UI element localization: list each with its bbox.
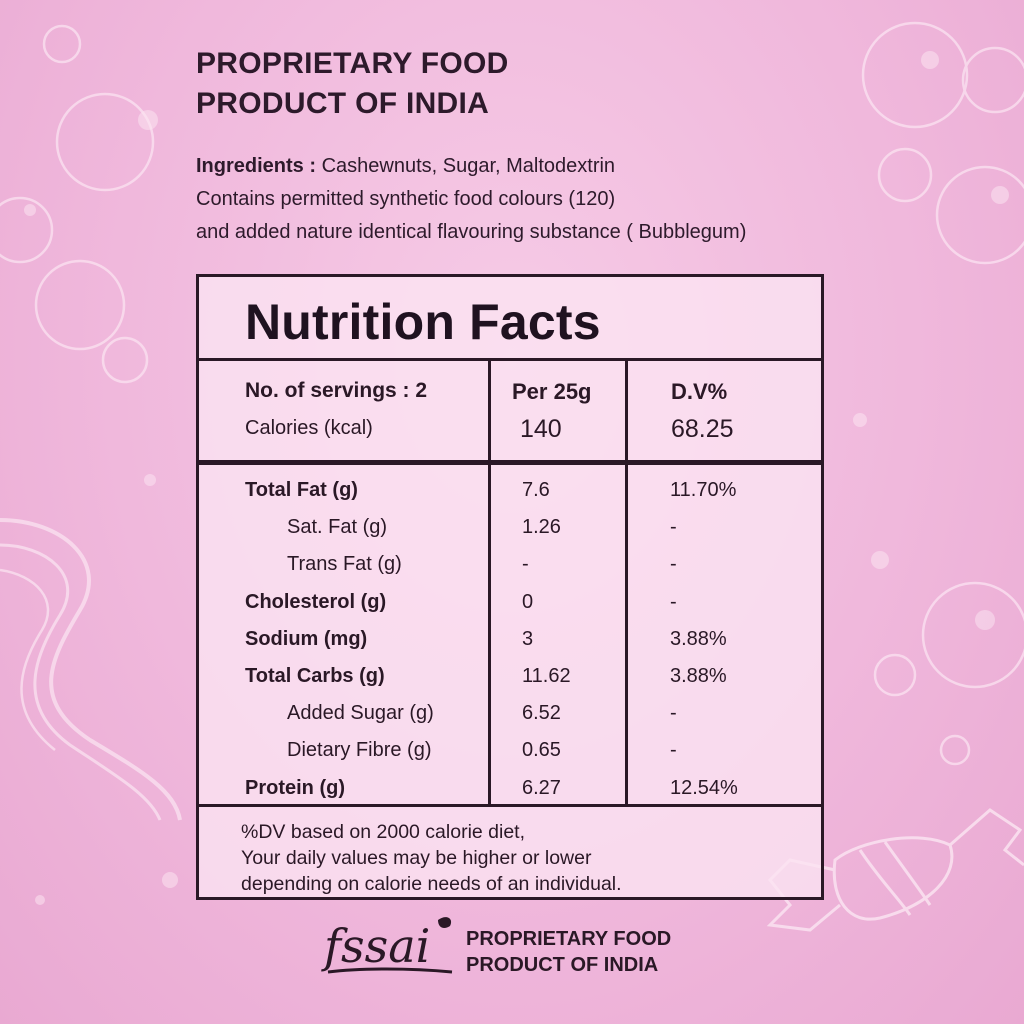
nutrient-label: Cholesterol (g): [245, 590, 387, 613]
header-line-1: PROPRIETARY FOOD: [196, 47, 509, 80]
calories-value: 140: [520, 415, 562, 443]
nutrient-dv: -: [670, 702, 677, 725]
dv-footnote: %DV based on 2000 calorie diet, Your dai…: [241, 819, 622, 897]
ingredients-block: Ingredients : Cashewnuts, Sugar, Maltode…: [196, 150, 836, 249]
nutrient-value: -: [522, 553, 529, 576]
header-line-2: PRODUCT OF INDIA: [196, 87, 490, 120]
column-divider-1: [488, 361, 491, 804]
dv-header: D.V%: [671, 379, 728, 404]
nutrient-dv: 12.54%: [670, 776, 738, 799]
nutrient-label: Trans Fat (g): [287, 553, 402, 576]
nutrient-dv: -: [670, 739, 677, 762]
nutrient-value: 0: [522, 590, 534, 613]
ingredients-line-3: and added nature identical flavouring su…: [196, 221, 747, 243]
ingredients-list: Cashewnuts, Sugar, Maltodextrin: [316, 155, 616, 177]
footnote-line-2: Your daily values may be higher or lower: [241, 847, 592, 869]
nutrient-dv: -: [670, 553, 677, 576]
nutrient-value: 11.62: [522, 665, 571, 687]
nutrient-dv: -: [670, 516, 677, 539]
nutrient-value: 6.27: [522, 776, 561, 799]
calories-dv: 68.25: [671, 415, 734, 443]
fssai-caption: PROPRIETARY FOOD PRODUCT OF INDIA: [466, 926, 671, 978]
ingredients-line-2: Contains permitted synthetic food colour…: [196, 188, 616, 210]
nutrient-label: Total Fat (g): [245, 479, 358, 501]
nutrient-value: 7.6: [522, 479, 550, 501]
fssai-logo: fssai: [321, 917, 453, 974]
footnote-line-1: %DV based on 2000 calorie diet,: [241, 821, 526, 843]
body-divider: [199, 804, 821, 807]
nutrient-label: Sat. Fat (g): [287, 516, 388, 539]
header-divider: [199, 460, 821, 465]
nutrient-dv: 3.88%: [670, 627, 727, 650]
nutrient-label: Sodium (mg): [245, 627, 368, 650]
nutrient-label: Dietary Fibre (g): [287, 739, 432, 762]
nutrient-dv: 11.70%: [670, 479, 737, 501]
per-serving-header: Per 25g: [512, 379, 592, 404]
nutrient-value: 1.26: [522, 516, 561, 539]
ingredients-line-1: Ingredients : Cashewnuts, Sugar, Maltode…: [196, 150, 836, 183]
nutrient-dv: -: [670, 590, 677, 613]
candy-decoration: [766, 808, 1024, 932]
nutrition-facts-title: Nutrition Facts: [245, 294, 601, 350]
nutrient-value: 0.65: [522, 739, 561, 762]
servings-label: No. of servings : 2: [245, 379, 428, 402]
fssai-caption-line-1: PROPRIETARY FOOD: [466, 928, 672, 950]
nutrition-facts-panel: Nutrition Facts No. of servings : 2 Per …: [196, 274, 824, 900]
nutrient-value: 3: [522, 627, 534, 650]
nutrient-label: Protein (g): [245, 776, 345, 799]
ingredients-label: Ingredients :: [196, 155, 317, 177]
fssai-caption-line-2: PRODUCT OF INDIA: [466, 954, 659, 976]
nutrient-label: Added Sugar (g): [287, 702, 434, 725]
footnote-line-3: depending on calorie needs of an individ…: [241, 873, 622, 895]
nutrient-label: Total Carbs (g): [245, 665, 385, 687]
calories-label: Calories (kcal): [245, 417, 373, 439]
nutrient-dv: 3.88%: [670, 665, 727, 687]
fssai-logo-text: fssai: [321, 919, 430, 973]
column-divider-2: [625, 361, 628, 804]
nutrient-value: 6.52: [522, 702, 561, 725]
header: PROPRIETARY FOOD PRODUCT OF INDIA: [196, 44, 509, 124]
title-divider: [199, 358, 821, 361]
